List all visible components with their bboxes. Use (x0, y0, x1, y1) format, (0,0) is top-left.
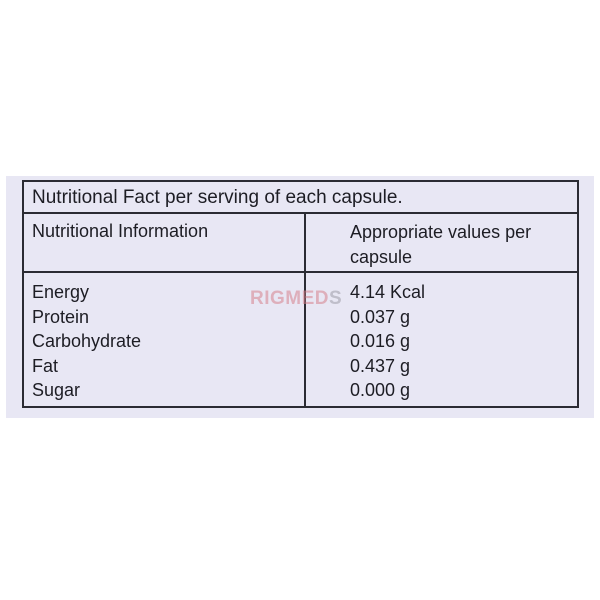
nutrient-name: Sugar (32, 380, 81, 400)
table-row: Sugar 0.000 g (24, 378, 577, 403)
header-nutritional-information: Nutritional Information (32, 221, 209, 241)
header-appropriate-values: Appropriate values per capsule (350, 222, 532, 267)
table-row: Fat 0.437 g (24, 354, 577, 379)
nutrient-value: 0.016 g (350, 331, 411, 351)
table-row: Energy 4.14 Kcal (24, 280, 577, 305)
nutrient-name: Carbohydrate (32, 331, 142, 351)
label-sheet (6, 176, 594, 418)
nutrient-name: Energy (32, 282, 90, 302)
header-divider (24, 271, 577, 273)
nutrient-rows: Energy 4.14 Kcal Protein 0.037 g Carbohy… (24, 280, 577, 403)
column-divider (304, 214, 306, 408)
table-row: Carbohydrate 0.016 g (24, 329, 577, 354)
table-caption: Nutritional Fact per serving of each cap… (24, 182, 577, 214)
table-row: Protein 0.037 g (24, 305, 577, 330)
nutrient-name: Protein (32, 306, 90, 327)
nutrient-value: 0.037 g (350, 306, 411, 327)
nutrition-table: Nutritional Fact per serving of each cap… (22, 180, 579, 408)
nutrient-name: Fat (32, 355, 59, 376)
nutrient-value: 0.437 g (350, 355, 411, 376)
nutrient-value: 4.14 Kcal (350, 282, 426, 302)
nutrient-value: 0.000 g (350, 380, 411, 400)
